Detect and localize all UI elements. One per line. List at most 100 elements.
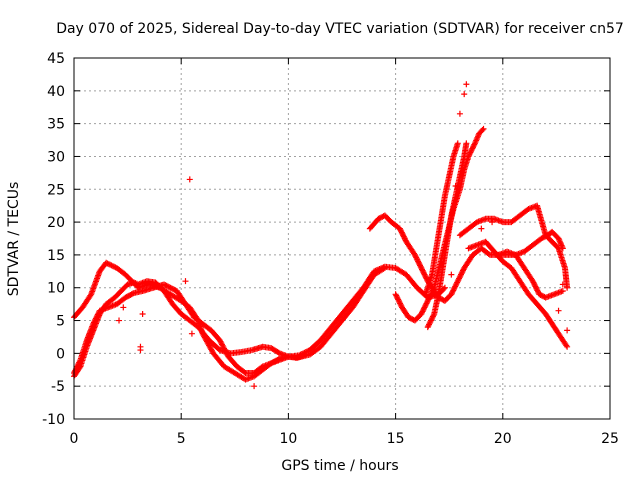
track-e-marker	[423, 300, 430, 307]
track-e-marker	[425, 296, 432, 303]
outlier-marker	[461, 91, 468, 98]
x-tick-label: 0	[70, 431, 79, 447]
track-h-marker	[564, 284, 571, 291]
x-tick-label: 25	[601, 431, 619, 447]
track-b-marker	[381, 265, 388, 272]
track-c-marker	[94, 312, 101, 319]
track-a-marker	[103, 259, 110, 266]
track-j-marker	[559, 245, 566, 252]
track-e-marker	[429, 288, 436, 295]
x-tick-label: 15	[387, 431, 405, 447]
track-c-marker	[90, 319, 97, 326]
outlier-marker	[139, 310, 146, 317]
track-d-marker	[454, 278, 461, 285]
track-e-marker	[427, 291, 434, 298]
y-tick-label: 30	[47, 149, 65, 165]
track-e-marker	[397, 300, 404, 307]
track-d-marker	[531, 280, 538, 287]
track-d-marker	[400, 233, 407, 240]
track-d-marker	[413, 254, 420, 261]
track-d-marker	[452, 282, 459, 289]
track-e-marker	[422, 301, 429, 308]
track-e-marker	[479, 127, 486, 134]
track-c-marker	[129, 290, 136, 297]
outlier-marker	[120, 304, 127, 311]
track-e-marker	[420, 305, 427, 312]
track-d-marker	[415, 259, 422, 266]
chart-title: Day 070 of 2025, Sidereal Day-to-day VTE…	[56, 21, 624, 37]
track-e-marker	[428, 289, 435, 296]
y-tick-label: 25	[47, 182, 65, 198]
outlier-marker	[555, 307, 562, 314]
y-tick-label: 0	[56, 346, 65, 362]
track-d-marker	[448, 291, 455, 298]
track-c-marker	[90, 320, 97, 327]
track-a-marker	[441, 284, 448, 291]
x-tick-label: 10	[279, 431, 297, 447]
track-e-marker	[471, 141, 478, 148]
y-tick-label: 10	[47, 281, 65, 297]
track-d-marker	[423, 275, 430, 282]
x-axis-label: GPS time / hours	[281, 458, 398, 474]
track-c-marker	[76, 358, 83, 365]
track-e-marker	[419, 308, 426, 315]
track-e-marker	[480, 125, 487, 132]
track-d-marker	[420, 270, 427, 277]
track-c-marker	[275, 356, 282, 363]
y-tick-label: -10	[42, 412, 65, 428]
track-i-marker	[564, 343, 571, 350]
track-d-marker	[448, 289, 455, 296]
outlier-marker	[478, 225, 485, 232]
track-d-marker	[413, 255, 420, 262]
track-d-marker	[414, 257, 421, 264]
track-d-marker	[533, 286, 540, 293]
track-e-marker	[394, 295, 401, 302]
track-d-marker	[457, 271, 464, 278]
outlier-marker	[559, 281, 566, 288]
track-f-marker	[463, 140, 470, 147]
track-e-marker	[424, 297, 431, 304]
track-e-marker	[420, 307, 427, 314]
outlier-marker	[564, 327, 571, 334]
track-d-marker	[422, 274, 429, 281]
track-d-marker	[451, 284, 458, 291]
track-f-marker	[429, 314, 436, 321]
track-e-marker	[466, 150, 473, 157]
track-e-marker	[426, 293, 433, 300]
axis-ticks: -10 -5 0 5 10 15 20 25 30 35 40 45 0 5 10 15 20 25	[42, 51, 619, 447]
track-e-marker	[418, 310, 425, 317]
track-e-marker	[421, 304, 428, 311]
track-e-marker	[418, 309, 425, 316]
track-d-marker	[417, 262, 424, 269]
track-f-marker	[427, 317, 434, 324]
track-e-marker	[395, 297, 402, 304]
track-d-marker	[457, 272, 464, 279]
track-d-marker	[459, 268, 466, 275]
track-c-marker	[92, 315, 99, 322]
outlier-marker	[251, 383, 258, 390]
track-d-marker	[453, 280, 460, 287]
track-c-marker	[93, 314, 100, 321]
track-a-marker	[107, 261, 114, 268]
track-f-marker	[430, 312, 437, 319]
track-f-marker	[427, 318, 434, 325]
track-c-marker	[74, 363, 81, 370]
track-d-marker	[449, 288, 456, 295]
track-d-marker	[450, 286, 457, 293]
track-e-marker	[393, 293, 400, 300]
y-tick-label: 40	[47, 84, 65, 100]
track-c-marker	[95, 310, 102, 317]
track-f-marker	[428, 316, 435, 323]
track-f-marker	[424, 324, 431, 331]
track-d-marker	[400, 232, 407, 239]
y-axis-label: SDTVAR / TECUs	[6, 182, 22, 297]
track-i-marker	[563, 342, 570, 349]
outlier-marker	[116, 317, 123, 324]
track-d-marker	[452, 283, 459, 290]
track-f-marker	[425, 322, 432, 329]
track-d-marker	[420, 268, 427, 275]
track-d-marker	[455, 276, 462, 283]
track-d-marker	[411, 251, 418, 258]
track-c-marker	[91, 318, 98, 325]
track-d-marker	[533, 284, 540, 291]
